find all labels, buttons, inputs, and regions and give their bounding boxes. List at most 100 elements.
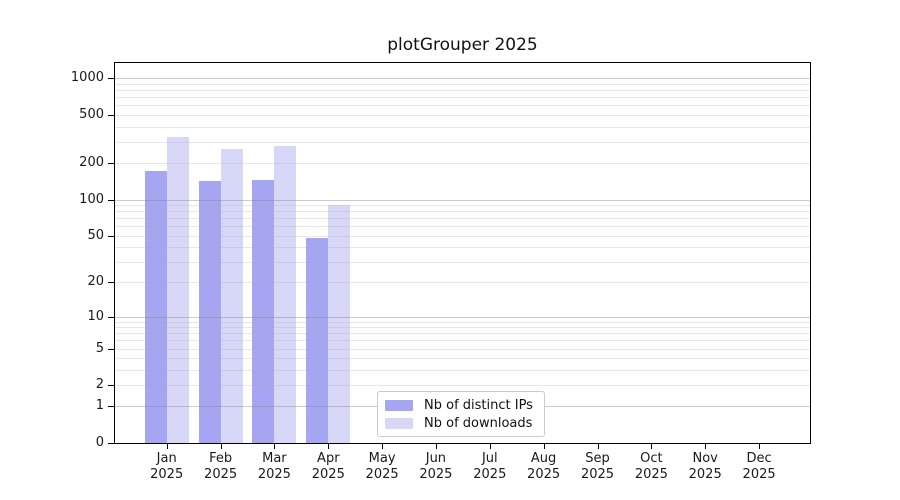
x-tick-label-month: Oct	[640, 451, 663, 466]
gridline-major	[115, 78, 810, 80]
x-tick-label: Jan 2025	[137, 451, 197, 483]
x-tick	[759, 444, 761, 449]
y-tick-label: 10	[87, 308, 104, 324]
y-tick-label: 1	[95, 398, 104, 414]
bar-distinct-ips-jan	[144, 171, 167, 443]
x-tick-label-year: 2025	[634, 467, 668, 482]
x-tick-label-month: May	[368, 451, 396, 466]
gridline-minor	[115, 333, 810, 335]
bar-downloads-jan	[166, 137, 189, 443]
x-tick-label-year: 2025	[204, 467, 238, 482]
y-tick-label: 50	[87, 227, 104, 243]
x-tick-label-year: 2025	[580, 467, 615, 482]
x-tick-label-month: Aug	[530, 451, 557, 466]
y-tick	[108, 235, 114, 237]
bar-downloads-mar	[274, 146, 297, 443]
x-tick	[382, 444, 384, 449]
gridline-minor	[115, 105, 810, 107]
legend-label-distinct-ips: Nb of distinct IPs	[424, 397, 533, 413]
gridline-minor	[115, 90, 810, 92]
gridline-minor	[115, 385, 810, 386]
y-tick	[108, 385, 114, 386]
y-tick-label: 1000	[70, 70, 104, 86]
grid-layer	[115, 63, 810, 443]
gridline-minor	[115, 358, 810, 360]
x-tick-label: Jul 2025	[460, 451, 520, 483]
gridline-minor	[115, 348, 810, 350]
x-tick	[220, 444, 222, 449]
x-tick-label-month: Feb	[209, 451, 233, 466]
x-tick-label-month: Jul	[481, 451, 498, 466]
gridline-minor	[115, 126, 810, 128]
x-tick-label-month: Jun	[425, 451, 447, 466]
x-tick-label-year: 2025	[257, 467, 291, 482]
y-tick-label: 200	[79, 155, 104, 171]
legend-item-downloads: Nb of downloads	[385, 415, 536, 431]
x-tick-label-year: 2025	[419, 467, 453, 482]
x-tick	[489, 444, 491, 449]
x-tick-label-year: 2025	[527, 467, 561, 482]
x-tick	[274, 444, 276, 449]
y-tick	[108, 348, 114, 350]
x-tick-label: Dec 2025	[729, 451, 789, 483]
gridline-minor	[115, 211, 810, 213]
gridline-minor	[115, 218, 810, 220]
x-tick-label-month: Sep	[585, 451, 610, 466]
x-tick-label-month: Apr	[317, 451, 340, 466]
x-tick-label: Aug 2025	[514, 451, 574, 483]
legend-swatch-downloads	[385, 417, 413, 429]
x-tick-label-year: 2025	[473, 467, 507, 482]
x-tick-label: Sep 2025	[568, 451, 628, 483]
y-tick-label: 20	[87, 274, 104, 290]
bar-distinct-ips-feb	[198, 180, 221, 443]
x-tick-label-month: Mar	[262, 451, 287, 466]
x-tick	[166, 444, 168, 449]
x-tick-label: Nov 2025	[675, 451, 735, 483]
x-tick-label-year: 2025	[311, 467, 345, 482]
legend-swatch-distinct-ips	[385, 399, 413, 411]
x-tick	[651, 444, 653, 449]
gridline-minor	[115, 97, 810, 99]
x-tick-label-year: 2025	[150, 467, 184, 482]
gridline-minor	[115, 226, 810, 228]
bars-layer	[115, 63, 810, 443]
y-tick-label: 2	[95, 377, 104, 392]
gridline-minor	[115, 321, 810, 323]
y-tick	[108, 406, 114, 408]
x-tick-label-month: Dec	[746, 451, 772, 466]
gridline-major	[115, 316, 810, 318]
x-tick	[435, 444, 437, 449]
x-tick	[543, 444, 545, 449]
y-tick-label: 500	[79, 107, 104, 122]
y-tick	[108, 78, 114, 80]
legend-item-distinct-ips: Nb of distinct IPs	[385, 397, 536, 413]
y-tick-label: 5	[95, 340, 104, 356]
gridline-major	[115, 199, 810, 201]
y-tick	[108, 163, 114, 165]
y-tick-label: 0	[95, 435, 104, 450]
x-tick-label-month: Jan	[156, 451, 177, 466]
x-tick-label-year: 2025	[688, 467, 722, 482]
gridline-minor	[115, 261, 810, 263]
x-tick-label: May 2025	[352, 451, 412, 483]
x-tick-label-year: 2025	[742, 467, 776, 482]
y-tick	[108, 199, 114, 201]
x-tick-label: Oct 2025	[621, 451, 681, 483]
x-tick-label: Jun 2025	[406, 451, 466, 483]
x-tick	[328, 444, 330, 449]
x-tick-label: Apr 2025	[298, 451, 358, 483]
x-tick-label: Feb 2025	[191, 451, 251, 483]
gridline-minor	[115, 327, 810, 329]
x-tick-label: Mar 2025	[244, 451, 304, 483]
legend: Nb of distinct IPs Nb of downloads	[377, 391, 545, 437]
chart-title: plotGrouper 2025	[387, 35, 538, 55]
bar-downloads-apr	[328, 205, 351, 443]
x-tick-label-month: Nov	[692, 451, 718, 466]
bar-distinct-ips-apr	[306, 237, 329, 443]
x-tick-label-year: 2025	[365, 467, 399, 482]
gridline-minor	[115, 235, 810, 237]
bar-distinct-ips-mar	[252, 179, 275, 443]
x-tick	[597, 444, 599, 449]
legend-label-downloads: Nb of downloads	[424, 415, 533, 431]
